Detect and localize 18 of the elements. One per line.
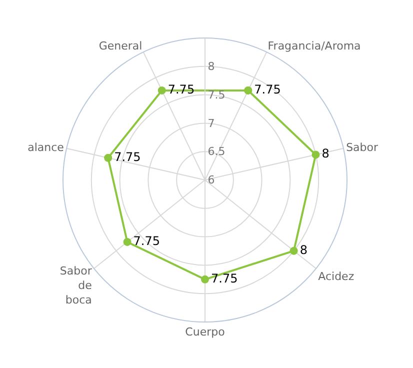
y-tick-label: 7 xyxy=(208,116,215,130)
data-label: 7.75 xyxy=(211,271,238,286)
spoke-label: Sabor xyxy=(346,141,379,154)
data-label: 7.75 xyxy=(114,150,141,164)
spoke-label: General xyxy=(98,39,142,52)
y-tick-label: 6.5 xyxy=(208,145,226,158)
data-label: 8 xyxy=(322,146,330,161)
data-label: 7.75 xyxy=(133,234,160,248)
data-label: 8 xyxy=(300,242,308,257)
y-tick-label: 8 xyxy=(208,60,215,73)
spoke-label: Sabor de boca xyxy=(60,264,92,306)
spoke-label: Fragancia/Aroma xyxy=(268,39,361,52)
spoke-label: Acidez xyxy=(318,270,354,284)
data-label: 7.75 xyxy=(254,82,281,96)
y-tick-label: 6 xyxy=(208,174,215,187)
y-tick-label: 7.5 xyxy=(208,88,226,102)
spoke-label: Cuerpo xyxy=(185,326,226,339)
spoke-label: alance xyxy=(28,141,64,154)
